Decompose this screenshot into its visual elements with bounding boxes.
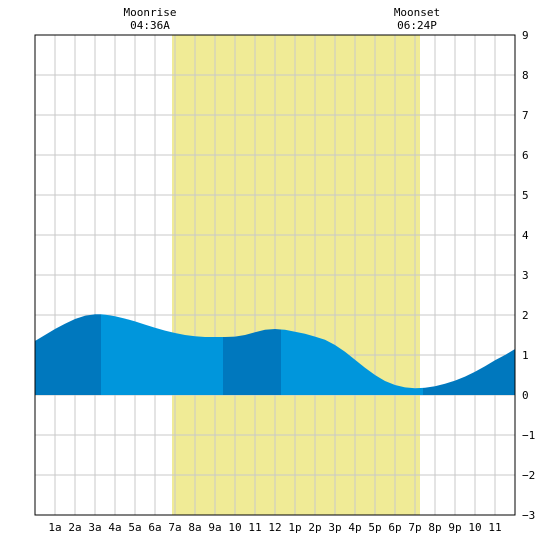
x-tick-label: 10 [468, 521, 481, 534]
x-tick-label: 11 [248, 521, 261, 534]
tide-area-group [35, 314, 515, 395]
y-tick-label: 5 [522, 189, 529, 202]
y-tick-label: 9 [522, 29, 529, 42]
x-tick-label: 8a [188, 521, 201, 534]
x-tick-label: 3a [88, 521, 101, 534]
grid-group [35, 35, 515, 515]
plot-frame [34, 34, 516, 516]
x-tick-label: 9p [448, 521, 461, 534]
x-tick-label: 4a [108, 521, 121, 534]
y-tick-label: 6 [522, 149, 529, 162]
y-tick-label: −3 [522, 509, 535, 522]
x-tick-label: 7p [408, 521, 421, 534]
y-tick-label: 1 [522, 349, 529, 362]
moonrise-time: 04:36A [130, 19, 170, 32]
x-tick-label: 1a [48, 521, 61, 534]
x-tick-label: 4p [348, 521, 361, 534]
tide-area-light [281, 329, 423, 395]
x-tick-label: 12 [268, 521, 281, 534]
y-tick-label: 4 [522, 229, 529, 242]
y-tick-label: 7 [522, 109, 529, 122]
tide-area-light [101, 314, 223, 395]
y-tick-label: −1 [522, 429, 535, 442]
tide-area-dark [35, 314, 101, 395]
x-tick-label: 10 [228, 521, 241, 534]
moonrise-label: Moonrise [124, 6, 177, 19]
y-tick-labels: −3 −2 −1 0 1 2 3 4 5 6 7 8 9 [522, 29, 535, 522]
tide-area-dark [223, 329, 281, 395]
moonset-time: 06:24P [397, 19, 437, 32]
y-tick-label: 3 [522, 269, 529, 282]
x-tick-label: 11 [488, 521, 501, 534]
moonset-label: Moonset [394, 6, 440, 19]
x-tick-label: 7a [168, 521, 181, 534]
x-tick-label: 5p [368, 521, 381, 534]
x-tick-label: 1p [288, 521, 301, 534]
y-tick-label: 8 [522, 69, 529, 82]
tide-area-dark [423, 349, 515, 395]
y-tick-label: −2 [522, 469, 535, 482]
moon-labels: Moonrise 04:36A Moonset 06:24P [124, 6, 441, 32]
y-tick-label: 0 [522, 389, 529, 402]
x-tick-label: 6p [388, 521, 401, 534]
x-tick-label: 6a [148, 521, 161, 534]
x-tick-label: 9a [208, 521, 221, 534]
x-tick-label: 3p [328, 521, 341, 534]
x-tick-label: 8p [428, 521, 441, 534]
x-tick-label: 2p [308, 521, 321, 534]
x-tick-labels: 1a 2a 3a 4a 5a 6a 7a 8a 9a 10 11 12 1p 2p 3p 4p 5p 6p 7p 8p… [48, 521, 501, 534]
x-tick-label: 5a [128, 521, 141, 534]
x-tick-label: 2a [68, 521, 81, 534]
y-tick-label: 2 [522, 309, 529, 322]
